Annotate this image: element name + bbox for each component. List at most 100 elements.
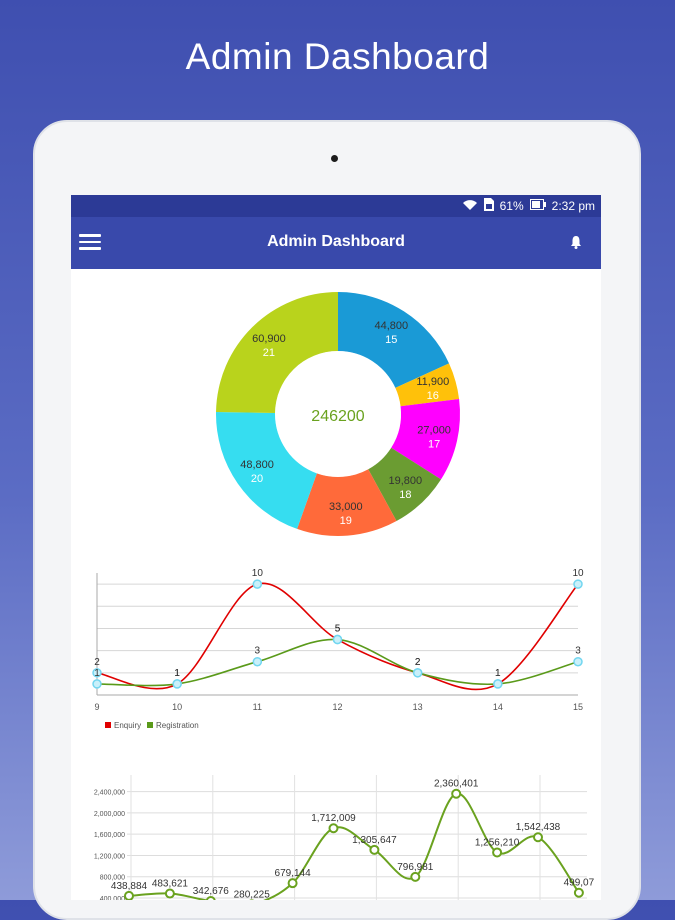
data-label: 1,256,210: [475, 837, 520, 848]
data-label: 1: [495, 668, 501, 679]
data-point[interactable]: [410, 871, 421, 882]
data-point[interactable]: [172, 679, 182, 689]
status-bar: 61% 2:32 pm: [71, 195, 601, 217]
data-label: 5: [335, 624, 341, 635]
donut-segment-amount: 48,800: [240, 459, 274, 471]
data-point[interactable]: [287, 878, 298, 889]
app-bar-title: Admin Dashboard: [267, 233, 405, 250]
donut-segment[interactable]: [395, 363, 460, 407]
y-tick-label: 2,000,000: [94, 811, 125, 818]
data-label: 2: [415, 657, 421, 668]
donut-segment[interactable]: [391, 398, 460, 480]
donut-segment[interactable]: [216, 292, 338, 413]
data-point[interactable]: [332, 634, 343, 645]
donut-segment[interactable]: [297, 469, 397, 536]
donut-segment-count: 18: [399, 489, 411, 501]
battery-percent: 61%: [499, 199, 524, 213]
donut-hole: [282, 358, 394, 470]
donut-segment[interactable]: [368, 447, 442, 522]
donut-segment-count: 20: [251, 473, 263, 485]
data-label: 1,542,438: [516, 822, 561, 833]
donut-segment-amount: 27,000: [417, 425, 451, 437]
data-label: 499,07: [564, 878, 595, 889]
donut-segment-count: 15: [385, 334, 397, 346]
data-point[interactable]: [451, 788, 462, 799]
data-point[interactable]: [164, 888, 175, 899]
x-tick-label: 9: [94, 702, 99, 712]
data-label: 1: [495, 668, 501, 679]
data-label: 3: [255, 646, 261, 657]
tablet-camera: [331, 155, 338, 162]
app-screen: 61% 2:32 pm Admin Dashboard 44,800 15 11,9…: [71, 195, 601, 900]
data-point[interactable]: [124, 890, 134, 900]
wifi-icon: [462, 199, 478, 214]
legend-label: Registration: [156, 721, 199, 730]
data-label: 679,144: [275, 868, 312, 879]
data-point[interactable]: [573, 656, 583, 667]
data-label: 1,305,647: [352, 835, 397, 846]
data-label: 1: [94, 668, 100, 679]
y-tick-label: 1,200,000: [94, 853, 125, 860]
data-label: 342,676: [193, 886, 230, 897]
data-label: 2,360,401: [434, 779, 479, 790]
data-label: 3: [575, 646, 581, 657]
data-point[interactable]: [252, 579, 263, 589]
data-point[interactable]: [205, 896, 216, 900]
donut-segment[interactable]: [215, 411, 317, 529]
data-point[interactable]: [252, 656, 263, 667]
x-tick-label: 14: [493, 702, 503, 712]
x-tick-label: 11: [253, 702, 262, 712]
clock: 2:32 pm: [551, 199, 595, 213]
data-label: 2: [415, 657, 421, 668]
x-tick-label: 10: [172, 702, 182, 712]
donut-segment-count: 19: [340, 515, 352, 527]
data-label: 2: [94, 657, 100, 668]
app-bar: Admin Dashboard: [71, 217, 601, 269]
x-tick-label: 12: [332, 702, 342, 712]
data-point[interactable]: [369, 844, 380, 855]
data-point[interactable]: [328, 823, 339, 834]
donut-segment-amount: 19,800: [389, 475, 423, 487]
data-point[interactable]: [492, 847, 503, 858]
data-point[interactable]: [412, 668, 423, 678]
donut-segment[interactable]: [338, 292, 450, 388]
data-label: 796,981: [397, 862, 434, 873]
data-point[interactable]: [573, 579, 583, 589]
donut-center-total: 246200: [311, 408, 364, 425]
data-point[interactable]: [573, 887, 584, 898]
notification-bell-icon[interactable]: [568, 234, 584, 250]
battery-icon: [529, 199, 546, 213]
data-label: 10: [572, 568, 584, 579]
data-label: 5: [335, 624, 341, 635]
data-label: 280,225: [234, 889, 271, 900]
data-point[interactable]: [533, 832, 543, 843]
y-tick-label: 800,000: [100, 875, 125, 882]
promo-headline: Admin Dashboard: [185, 36, 490, 77]
donut-segment-amount: 33,000: [329, 501, 363, 513]
legend-swatch: [105, 722, 111, 728]
data-label: 483,621: [152, 879, 189, 890]
y-tick-label: 400,000: [100, 896, 125, 900]
data-label: 10: [252, 568, 264, 579]
data-point[interactable]: [493, 679, 503, 689]
revenue-line-chart: 2,400,000 2,000,000 1,600,000 1,200,000 800,…: [94, 775, 595, 900]
donut-segment-count: 21: [263, 347, 275, 359]
donut-segment-amount: 60,900: [252, 333, 286, 345]
data-label: 1,712,009: [311, 813, 356, 824]
donut-segment-amount: 11,900: [416, 376, 449, 388]
menu-icon[interactable]: [79, 234, 101, 250]
donut-segment-amount: 44,800: [374, 320, 408, 332]
x-tick-label: 15: [573, 702, 583, 712]
data-label: 1: [174, 668, 180, 679]
y-tick-label: 1,600,000: [94, 832, 125, 839]
data-label: 1: [174, 668, 180, 679]
sim-card-icon: [483, 198, 494, 214]
data-point[interactable]: [92, 679, 102, 689]
legend-swatch: [147, 722, 153, 728]
data-label: 438,884: [111, 881, 148, 892]
data-point[interactable]: [92, 668, 102, 678]
donut-segment-count: 17: [428, 439, 440, 451]
y-tick-label: 2,400,000: [94, 790, 125, 797]
status-icons: 61% 2:32 pm: [462, 198, 595, 214]
